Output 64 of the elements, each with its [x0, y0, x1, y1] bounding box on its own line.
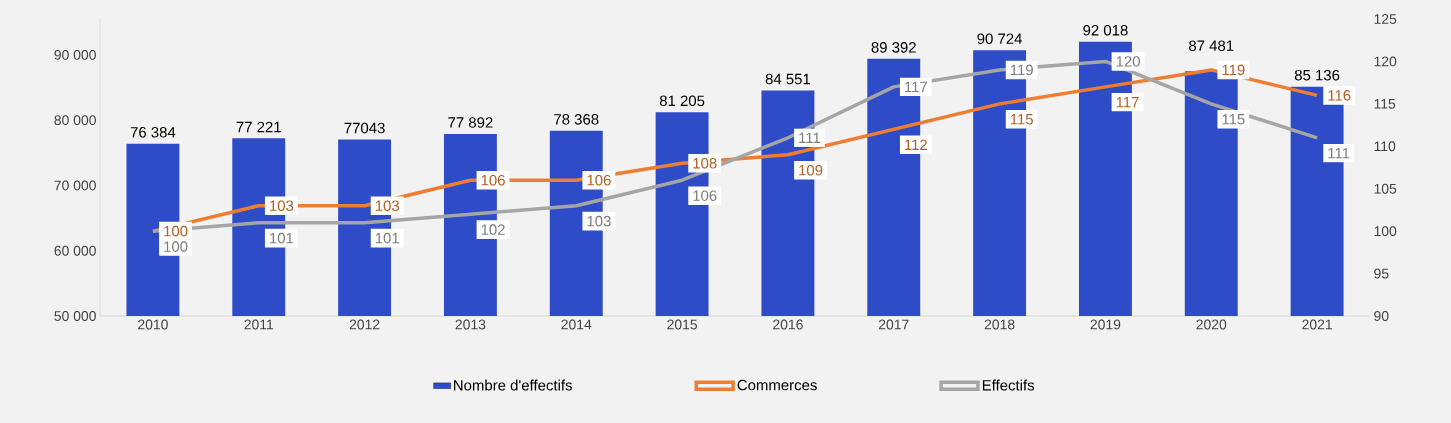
data-label: 116: [1328, 90, 1351, 101]
y2-tick-label: 115: [1374, 98, 1396, 109]
y-tick-label: 60 000: [54, 245, 96, 256]
data-label: 106: [693, 190, 717, 201]
data-label: 103: [270, 200, 294, 211]
data-label: 85 136: [1294, 69, 1340, 81]
y2-tick-label: 100: [1374, 226, 1397, 237]
x-tick-label: 2018: [984, 319, 1015, 330]
data-label: 112: [905, 139, 927, 150]
x-tick-label: 2017: [878, 319, 909, 330]
x-tick-label: 2011: [244, 319, 274, 330]
data-label: 117: [905, 81, 927, 93]
data-label: 87 481: [1189, 40, 1234, 51]
legend-label: Commerces: [737, 379, 817, 391]
data-label: 100: [164, 241, 188, 252]
data-label: 81 205: [659, 95, 705, 107]
y2-tick-label: 90: [1374, 311, 1389, 321]
data-label: 117: [1116, 97, 1139, 108]
legend-label: Nombre d'effectifs: [454, 379, 572, 391]
data-label: 106: [481, 174, 505, 186]
y2-tick-label: 110: [1374, 141, 1396, 152]
data-label: 119: [1010, 64, 1033, 76]
y-tick-label: 50 000: [54, 311, 96, 321]
data-label: 108: [693, 157, 717, 169]
data-label: 119: [1222, 64, 1245, 76]
data-label: 77 221: [236, 121, 281, 133]
y-tick-label: 80 000: [54, 115, 96, 126]
y-tick-label: 90 000: [54, 49, 96, 60]
data-label: 106: [587, 174, 611, 186]
legend-label: Effectifs: [982, 379, 1035, 391]
data-label: 109: [799, 164, 823, 176]
data-label: 78 368: [554, 114, 599, 125]
y2-tick-label: 105: [1374, 183, 1397, 194]
data-label: 115: [1010, 114, 1033, 125]
data-label: 92 018: [1083, 24, 1128, 36]
data-label: 90 724: [977, 33, 1022, 44]
y2-tick-label: 95: [1374, 268, 1389, 279]
data-label: 111: [799, 132, 821, 143]
data-label: 111: [1328, 147, 1350, 159]
data-label: 100: [164, 225, 188, 237]
data-label: 102: [481, 224, 505, 235]
data-label: 103: [375, 200, 400, 211]
x-tick-label: 2021: [1302, 319, 1332, 330]
x-tick-label: 2013: [455, 319, 486, 330]
data-label: 101: [375, 232, 399, 244]
data-label: 76 384: [130, 127, 176, 138]
data-label: 103: [587, 215, 611, 227]
x-tick-label: 2019: [1090, 319, 1121, 330]
y-tick-label: 70 000: [54, 180, 96, 191]
data-label: 84 551: [765, 73, 811, 85]
x-tick-label: 2010: [138, 319, 168, 330]
data-label: 101: [270, 232, 294, 244]
x-tick-label: 2020: [1196, 319, 1227, 330]
x-tick-label: 2015: [667, 319, 698, 330]
data-label: 77 892: [448, 117, 493, 128]
x-tick-label: 2012: [349, 319, 380, 330]
y2-tick-label: 120: [1374, 56, 1397, 67]
x-tick-label: 2014: [561, 319, 592, 330]
x-tick-label: 2016: [773, 319, 803, 330]
y2-tick-label: 125: [1374, 14, 1397, 24]
data-label: 115: [1222, 114, 1245, 125]
data-label: 89 392: [871, 42, 916, 53]
data-label: 120: [1116, 56, 1140, 67]
data-label: 77043: [344, 122, 385, 134]
